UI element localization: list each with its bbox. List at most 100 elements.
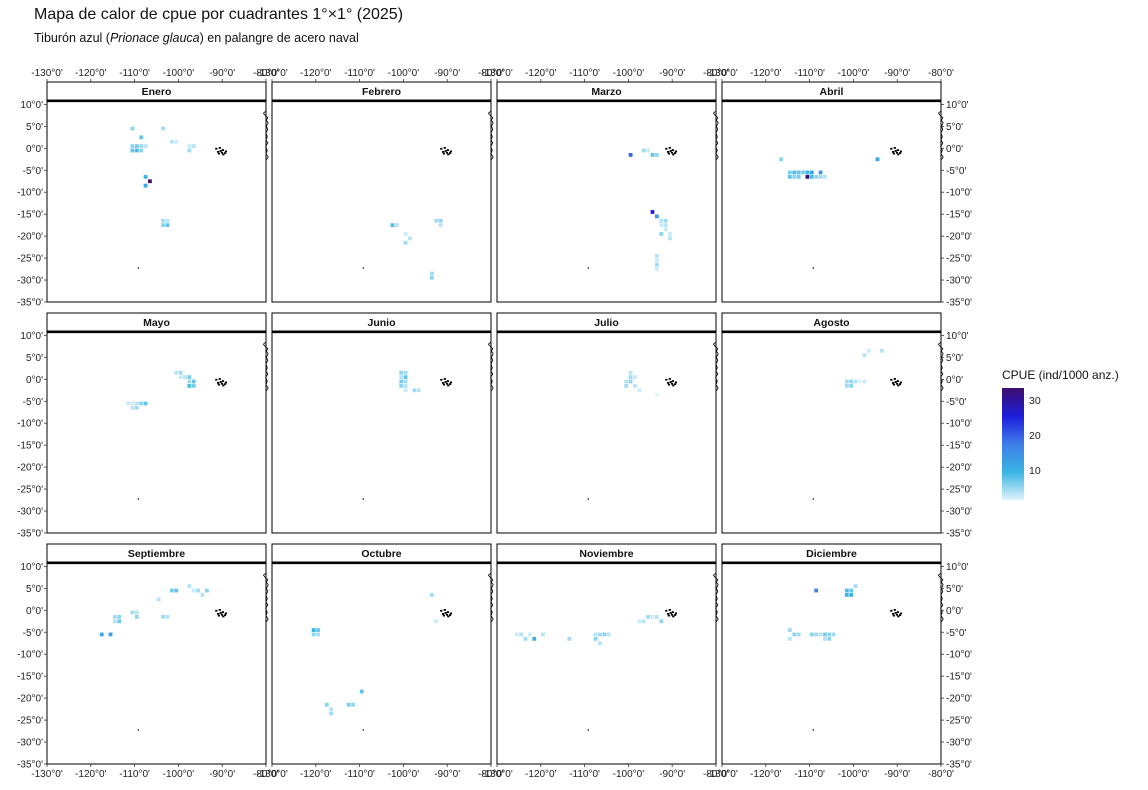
island-mark <box>443 146 446 149</box>
cpue-cell <box>399 379 404 384</box>
island-mark <box>812 498 814 500</box>
island-mark <box>893 377 896 380</box>
x-tick-label: -90°0' <box>659 769 685 780</box>
facet-strip-label: Noviembre <box>579 548 633 560</box>
island-mark <box>448 614 452 617</box>
cpue-cell <box>831 632 836 637</box>
y-tick-label: -35°0' <box>17 529 43 540</box>
x-tick-label: -100°0' <box>613 769 645 780</box>
island-mark <box>670 151 674 154</box>
x-tick-label: -100°0' <box>163 769 195 780</box>
cpue-cell <box>654 267 659 271</box>
y-tick-label: -15°0' <box>17 210 43 221</box>
x-tick-label: -110°0' <box>119 769 150 780</box>
island-mark <box>137 498 139 500</box>
y-tick-label: -5°0' <box>946 397 966 408</box>
cpue-cell <box>139 401 144 406</box>
y-tick-label: -20°0' <box>17 232 43 243</box>
subtitle-species: Prionace glauca <box>109 31 200 45</box>
island-mark <box>137 267 139 269</box>
cpue-cell <box>814 174 819 179</box>
island-mark <box>442 152 446 155</box>
cpue-cell <box>191 383 196 388</box>
panel-border <box>46 330 267 534</box>
cpue-cell <box>187 379 192 384</box>
cpue-cell <box>434 218 439 223</box>
y-tick-label: -20°0' <box>17 463 43 474</box>
island-mark <box>669 381 672 383</box>
y-tick-label: 5°0' <box>946 353 963 364</box>
cpue-cell <box>659 619 664 624</box>
x-tick-label: -120°0' <box>75 68 107 79</box>
island-mark <box>671 149 674 151</box>
x-tick-label: -80°0' <box>928 68 954 79</box>
y-tick-label: -35°0' <box>17 298 43 309</box>
island-mark <box>587 729 589 731</box>
facet-strip-label: Enero <box>142 86 172 98</box>
island-mark <box>442 614 446 617</box>
cpue-cell <box>598 632 602 637</box>
cpue-cell <box>654 253 659 258</box>
x-tick-label: -80°0' <box>253 68 279 79</box>
island-mark <box>894 612 897 614</box>
y-tick-label: -5°0' <box>23 397 43 408</box>
island-mark <box>223 614 227 617</box>
cpue-cell <box>324 702 329 707</box>
y-tick-label: 5°0' <box>26 353 43 364</box>
cpue-cell <box>139 135 144 140</box>
cpue-cell <box>187 383 192 388</box>
island-mark <box>449 612 453 615</box>
facet-strip-label: Abril <box>820 86 844 98</box>
cpue-cell <box>191 379 196 384</box>
island-mark <box>446 380 449 382</box>
island-mark <box>444 381 447 383</box>
y-tick-label: -25°0' <box>17 254 43 265</box>
island-mark <box>897 615 900 618</box>
island-mark <box>667 383 671 386</box>
island-mark <box>894 381 897 383</box>
cpue-cell <box>399 383 404 388</box>
cpue-cell <box>394 223 399 228</box>
cpue-cell <box>818 170 823 175</box>
cpue-cell <box>514 632 519 637</box>
cpue-cell <box>113 619 117 624</box>
cpue-cell <box>823 174 827 179</box>
island-mark <box>224 612 228 615</box>
x-tick-label: -90°0' <box>884 68 910 79</box>
facet-panel: Junio <box>271 312 494 534</box>
y-tick-label: -10°0' <box>17 188 43 199</box>
island-mark <box>899 381 903 384</box>
island-mark <box>897 384 900 387</box>
y-tick-label: -5°0' <box>23 166 43 177</box>
island-mark <box>673 383 677 386</box>
island-mark <box>587 498 589 500</box>
cpue-cell <box>844 593 849 597</box>
island-mark <box>137 729 139 731</box>
cpue-cell <box>143 183 148 188</box>
x-tick-label: -110°0' <box>344 68 375 79</box>
panel-border <box>496 330 717 534</box>
x-tick-label: -130°0' <box>31 68 63 79</box>
cpue-cell <box>178 375 183 380</box>
cpue-cell <box>663 223 668 228</box>
cpue-cell <box>359 689 364 694</box>
y-tick-label: 0°0' <box>26 375 43 386</box>
facet-strip-label: Febrero <box>362 86 401 98</box>
y-tick-label: -5°0' <box>23 628 43 639</box>
island-mark <box>441 150 445 153</box>
x-tick-label: -80°0' <box>703 769 729 780</box>
island-mark <box>221 380 224 382</box>
y-tick-label: -30°0' <box>17 276 43 287</box>
island-mark <box>449 381 453 384</box>
y-tick-label: 0°0' <box>946 144 963 155</box>
cpue-cell <box>191 144 196 149</box>
cpue-cell <box>654 614 659 619</box>
cpue-cell <box>541 632 545 637</box>
panel-border <box>496 561 717 765</box>
island-mark <box>216 381 220 384</box>
island-mark <box>895 151 899 154</box>
subtitle-prefix: Tiburón azul ( <box>34 31 110 45</box>
y-tick-label: -15°0' <box>17 441 43 452</box>
cpue-cell <box>399 370 404 375</box>
cpue-cell <box>650 152 655 157</box>
